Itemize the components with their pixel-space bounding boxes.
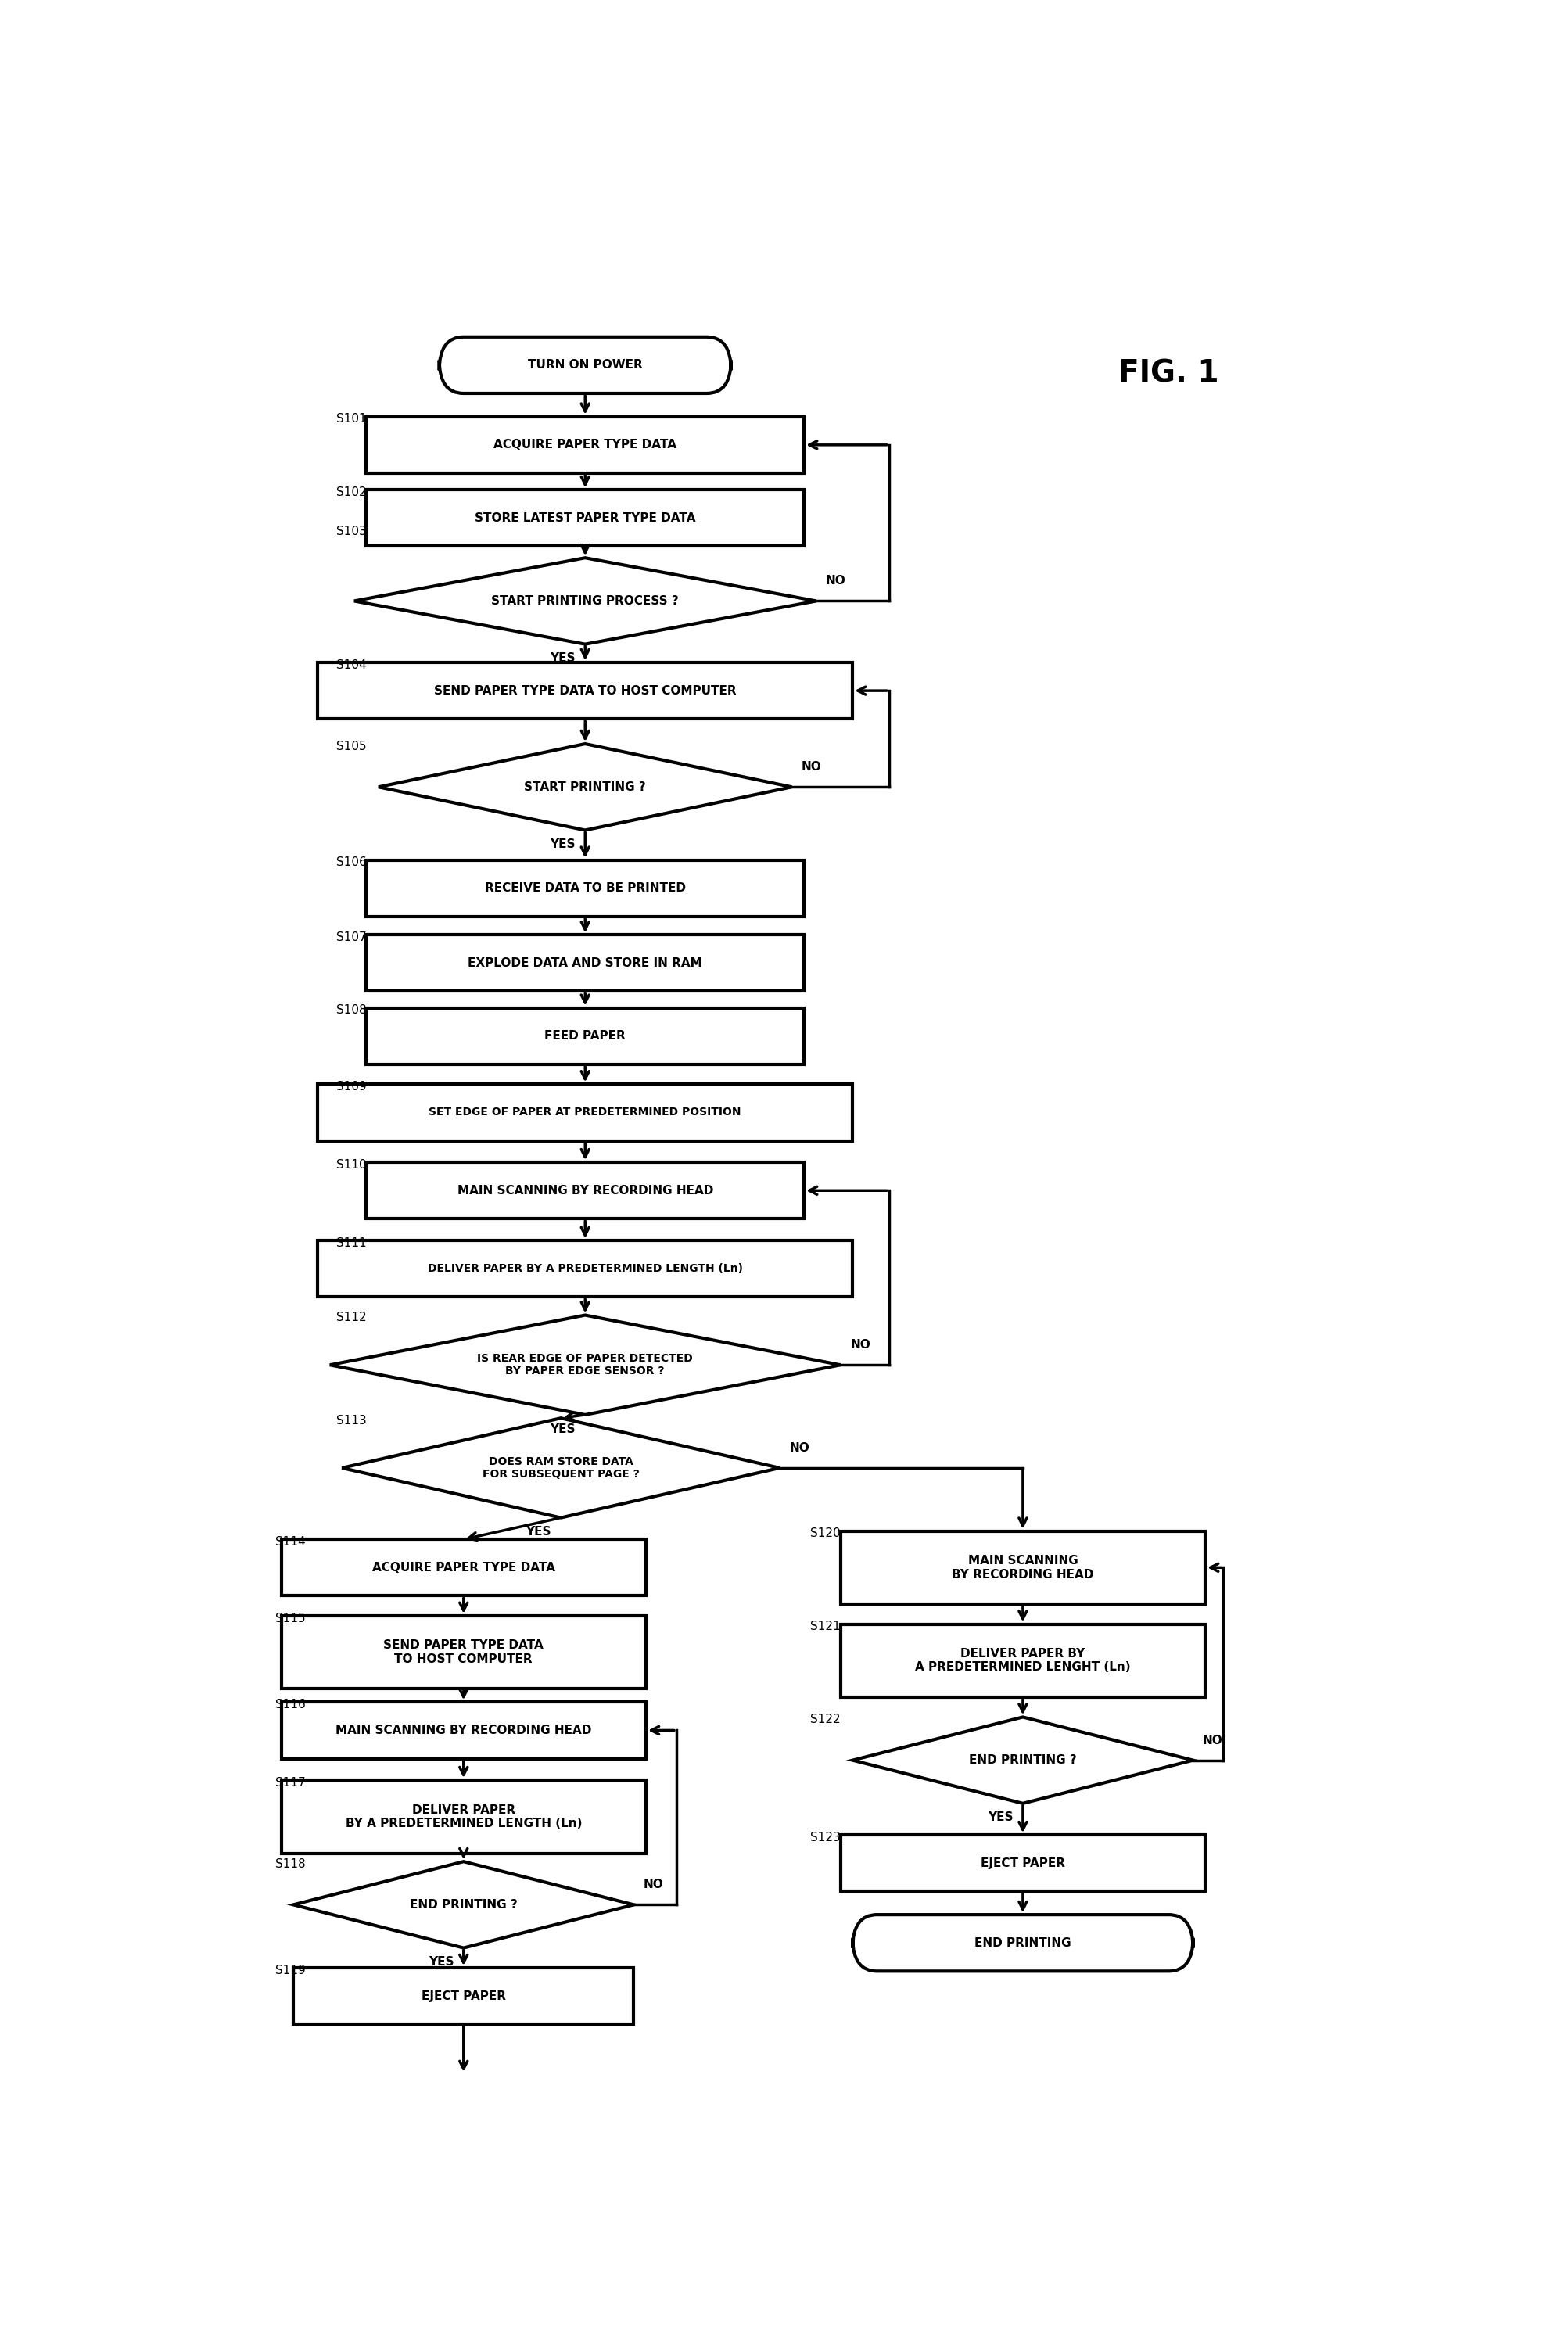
Polygon shape (342, 1418, 779, 1519)
Text: S108: S108 (336, 1004, 365, 1016)
Text: FEED PAPER: FEED PAPER (544, 1030, 626, 1041)
Text: NO: NO (825, 576, 845, 588)
Text: S115: S115 (274, 1613, 306, 1625)
Text: SEND PAPER TYPE DATA
TO HOST COMPUTER: SEND PAPER TYPE DATA TO HOST COMPUTER (383, 1639, 544, 1665)
Text: YES: YES (550, 839, 575, 851)
Text: YES: YES (550, 1422, 575, 1434)
Text: S109: S109 (336, 1081, 365, 1093)
Text: EJECT PAPER: EJECT PAPER (422, 1991, 505, 2003)
Text: MAIN SCANNING BY RECORDING HEAD: MAIN SCANNING BY RECORDING HEAD (336, 1726, 591, 1735)
Text: S111: S111 (336, 1237, 365, 1248)
Text: DELIVER PAPER
BY A PREDETERMINED LENGTH (Ln): DELIVER PAPER BY A PREDETERMINED LENGTH … (345, 1803, 582, 1829)
Text: YES: YES (525, 1526, 550, 1538)
Text: YES: YES (428, 1956, 453, 1968)
Text: S110: S110 (336, 1159, 365, 1171)
FancyBboxPatch shape (367, 860, 803, 917)
Text: END PRINTING: END PRINTING (974, 1937, 1071, 1949)
Polygon shape (329, 1314, 840, 1415)
Text: YES: YES (988, 1813, 1013, 1824)
Text: STORE LATEST PAPER TYPE DATA: STORE LATEST PAPER TYPE DATA (475, 513, 695, 524)
Text: START PRINTING PROCESS ?: START PRINTING PROCESS ? (491, 595, 679, 607)
Text: YES: YES (550, 654, 575, 665)
FancyBboxPatch shape (367, 489, 803, 545)
Text: END PRINTING ?: END PRINTING ? (409, 1900, 517, 1911)
Text: S105: S105 (336, 741, 365, 752)
Text: DELIVER PAPER BY A PREDETERMINED LENGTH (Ln): DELIVER PAPER BY A PREDETERMINED LENGTH … (428, 1262, 742, 1274)
Text: S101: S101 (336, 414, 365, 426)
Text: S119: S119 (274, 1965, 306, 1977)
FancyBboxPatch shape (853, 1914, 1193, 1970)
Text: SET EDGE OF PAPER AT PREDETERMINED POSITION: SET EDGE OF PAPER AT PREDETERMINED POSIT… (428, 1107, 742, 1119)
Polygon shape (354, 557, 815, 644)
FancyBboxPatch shape (367, 416, 803, 473)
Text: S117: S117 (274, 1777, 306, 1789)
Text: MAIN SCANNING BY RECORDING HEAD: MAIN SCANNING BY RECORDING HEAD (456, 1185, 713, 1197)
Text: NO: NO (643, 1878, 663, 1890)
Text: S114: S114 (274, 1535, 306, 1547)
Text: NO: NO (1203, 1735, 1223, 1747)
FancyBboxPatch shape (281, 1615, 646, 1688)
Text: S104: S104 (336, 658, 365, 670)
Text: SEND PAPER TYPE DATA TO HOST COMPUTER: SEND PAPER TYPE DATA TO HOST COMPUTER (434, 684, 735, 696)
Text: NO: NO (801, 762, 822, 773)
Text: S122: S122 (809, 1714, 840, 1726)
FancyBboxPatch shape (317, 663, 853, 719)
Text: S103: S103 (336, 524, 365, 536)
Text: S113: S113 (336, 1415, 365, 1427)
Text: MAIN SCANNING
BY RECORDING HEAD: MAIN SCANNING BY RECORDING HEAD (952, 1554, 1093, 1580)
Text: ACQUIRE PAPER TYPE DATA: ACQUIRE PAPER TYPE DATA (372, 1561, 555, 1573)
Polygon shape (378, 743, 792, 830)
Text: RECEIVE DATA TO BE PRINTED: RECEIVE DATA TO BE PRINTED (485, 882, 685, 893)
FancyBboxPatch shape (840, 1625, 1204, 1697)
Text: IS REAR EDGE OF PAPER DETECTED
BY PAPER EDGE SENSOR ?: IS REAR EDGE OF PAPER DETECTED BY PAPER … (477, 1354, 693, 1378)
Text: S102: S102 (336, 487, 365, 498)
Text: END PRINTING ?: END PRINTING ? (969, 1754, 1076, 1766)
FancyBboxPatch shape (281, 1780, 646, 1853)
Text: S106: S106 (336, 856, 365, 868)
Polygon shape (293, 1862, 633, 1949)
FancyBboxPatch shape (439, 336, 731, 393)
FancyBboxPatch shape (840, 1531, 1204, 1603)
FancyBboxPatch shape (367, 1009, 803, 1065)
Text: ACQUIRE PAPER TYPE DATA: ACQUIRE PAPER TYPE DATA (494, 440, 676, 451)
FancyBboxPatch shape (840, 1836, 1204, 1893)
Text: S116: S116 (274, 1700, 306, 1712)
Text: DELIVER PAPER BY
A PREDETERMINED LENGHT (Ln): DELIVER PAPER BY A PREDETERMINED LENGHT … (914, 1648, 1131, 1674)
FancyBboxPatch shape (281, 1540, 646, 1596)
Text: START PRINTING ?: START PRINTING ? (524, 781, 646, 792)
Text: S123: S123 (809, 1831, 840, 1843)
FancyBboxPatch shape (367, 1161, 803, 1218)
FancyBboxPatch shape (293, 1968, 633, 2024)
Text: TURN ON POWER: TURN ON POWER (527, 360, 643, 371)
Text: FIG. 1: FIG. 1 (1118, 360, 1218, 388)
Text: EXPLODE DATA AND STORE IN RAM: EXPLODE DATA AND STORE IN RAM (467, 957, 702, 969)
FancyBboxPatch shape (317, 1084, 853, 1140)
FancyBboxPatch shape (281, 1702, 646, 1759)
Polygon shape (853, 1716, 1193, 1803)
Text: NO: NO (850, 1340, 870, 1352)
FancyBboxPatch shape (367, 936, 803, 992)
Text: S120: S120 (809, 1528, 840, 1540)
Text: EJECT PAPER: EJECT PAPER (980, 1857, 1065, 1869)
Text: NO: NO (789, 1441, 809, 1453)
Text: S118: S118 (274, 1857, 306, 1869)
Text: S121: S121 (809, 1620, 840, 1632)
Text: DOES RAM STORE DATA
FOR SUBSEQUENT PAGE ?: DOES RAM STORE DATA FOR SUBSEQUENT PAGE … (481, 1455, 640, 1479)
Text: S112: S112 (336, 1312, 365, 1324)
Text: S107: S107 (336, 931, 365, 943)
FancyBboxPatch shape (317, 1241, 853, 1298)
